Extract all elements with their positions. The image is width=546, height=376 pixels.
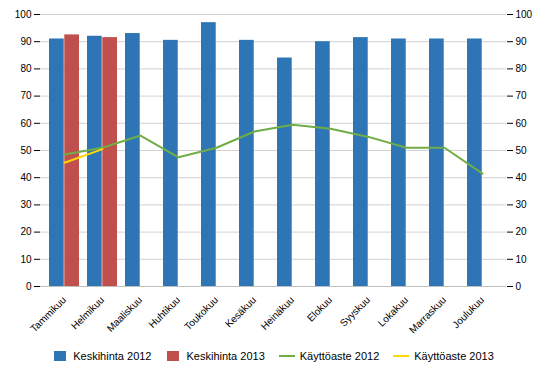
svg-text:Syyskuu: Syyskuu (338, 294, 373, 329)
svg-text:100: 100 (516, 9, 533, 20)
svg-text:10: 10 (20, 253, 32, 264)
svg-text:40: 40 (516, 172, 528, 183)
html-text:Käyttöaste 2013: Käyttöaste 2013 (414, 350, 494, 362)
svg-text:40: 40 (20, 172, 32, 183)
svg-text:0: 0 (26, 281, 32, 292)
svg-text:Heinäkuu: Heinäkuu (259, 294, 297, 332)
svg-text:Maaliskuu: Maaliskuu (105, 294, 145, 334)
svg-text:Tammikuu: Tammikuu (28, 294, 68, 334)
svg-text:20: 20 (516, 226, 528, 237)
svg-text:30: 30 (516, 199, 528, 210)
svg-text:70: 70 (20, 90, 32, 101)
html-text:Keskihinta 2013: Keskihinta 2013 (186, 350, 265, 362)
svg-text:90: 90 (20, 36, 32, 47)
svg-text:10: 10 (516, 253, 528, 264)
svg-text:Marraskuu: Marraskuu (407, 294, 448, 335)
svg-text:60: 60 (516, 118, 528, 129)
svg-text:20: 20 (20, 226, 32, 237)
svg-text:0: 0 (516, 281, 522, 292)
svg-text:Toukokuu: Toukokuu (182, 294, 220, 332)
svg-text:50: 50 (20, 145, 32, 156)
svg-text:Helmikuu: Helmikuu (69, 294, 106, 331)
svg-text:Elokuu: Elokuu (305, 294, 334, 323)
svg-text:Kesäkuu: Kesäkuu (223, 294, 258, 329)
svg-text:50: 50 (516, 145, 528, 156)
svg-text:90: 90 (516, 36, 528, 47)
html-text:Keskihinta 2012: Keskihinta 2012 (73, 350, 152, 362)
svg-text:70: 70 (516, 90, 528, 101)
svg-text:30: 30 (20, 199, 32, 210)
svg-text:Huhtikuu: Huhtikuu (146, 294, 182, 330)
svg-text:80: 80 (20, 63, 32, 74)
svg-text:80: 80 (516, 63, 528, 74)
svg-text:100: 100 (15, 9, 32, 20)
svg-text:Joulukuu: Joulukuu (450, 294, 486, 330)
svg-text:Lokakuu: Lokakuu (376, 294, 411, 329)
html-text:Käyttöaste 2012: Käyttöaste 2012 (299, 350, 380, 362)
svg-text:60: 60 (20, 118, 32, 129)
